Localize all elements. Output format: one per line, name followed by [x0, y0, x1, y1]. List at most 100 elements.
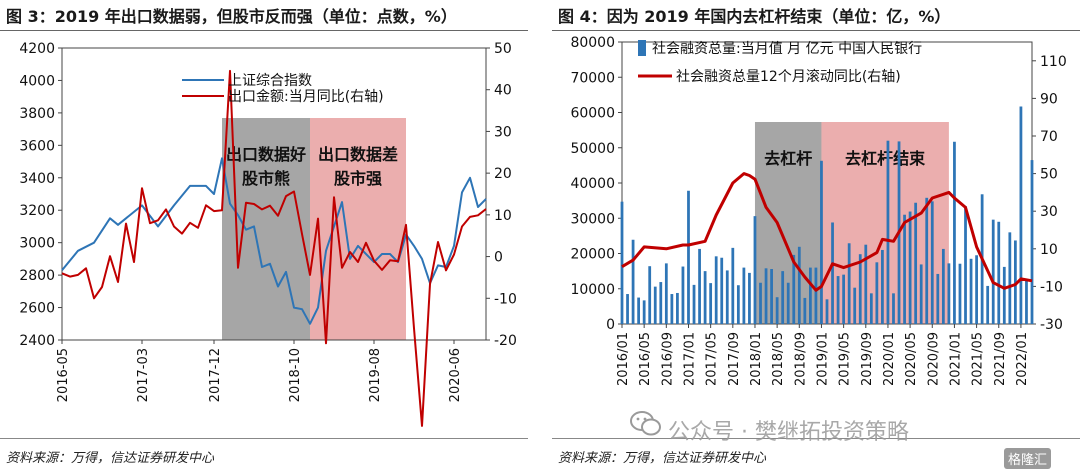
right-bar — [803, 297, 807, 324]
right-source-rule — [552, 438, 1080, 439]
right-bar — [736, 285, 740, 324]
right-x-tick-label: 2021/09 — [993, 332, 1008, 386]
right-bar — [820, 160, 823, 324]
right-bar — [875, 262, 879, 324]
left-y-left-tick-label: 3800 — [19, 106, 55, 122]
right-x-tick-label: 2019/09 — [860, 332, 875, 386]
right-shaded-label-2-1: 去杠杆结束 — [845, 149, 926, 168]
left-legend-label-1: 上证综合指数 — [228, 73, 312, 89]
right-bar — [676, 292, 679, 324]
right-bar — [620, 201, 624, 324]
right-bar — [941, 248, 945, 324]
right-bar — [687, 190, 690, 324]
right-bar — [892, 293, 895, 324]
left-legend-label-2: 出口金额:当月同比(右轴) — [228, 89, 384, 105]
left-figure-title: 图 3：2019 年出口数据弱，但股市反而强（单位：点数，%） — [6, 7, 457, 26]
right-bar — [914, 202, 918, 324]
right-bar — [853, 287, 857, 324]
right-x-tick-label: 2016/01 — [616, 332, 631, 386]
right-bar — [698, 248, 701, 324]
left-y-left-tick-label: 3200 — [19, 203, 55, 219]
right-bar — [797, 246, 801, 324]
right-x-tick-label: 2019/01 — [815, 332, 830, 386]
right-bar — [709, 283, 713, 324]
right-bar — [925, 197, 929, 324]
right-x-tick-label: 2020/01 — [882, 332, 897, 386]
right-x-tick-label: 2022/01 — [1015, 332, 1030, 386]
right-bar — [748, 272, 751, 324]
right-y-right-tick-label: 110 — [1040, 54, 1067, 70]
right-bar — [986, 285, 990, 324]
right-bar — [753, 216, 757, 324]
left-plot-frame — [61, 47, 487, 341]
right-x-tick-label: 2017/05 — [705, 332, 720, 386]
right-bar — [864, 244, 868, 324]
right-x-tick-label: 2018/05 — [771, 332, 786, 386]
right-bar — [775, 297, 779, 324]
left-figure-panel: 图 3：2019 年出口数据弱，但股市反而强（单位：点数，%） 出口数据好 股市熊… — [0, 0, 528, 474]
right-x-tick-label: 2018/09 — [793, 332, 808, 386]
left-x-tick-label: 2020-06 — [448, 348, 463, 402]
right-bar — [703, 271, 707, 324]
left-y-left-tick-label: 3600 — [19, 138, 55, 154]
right-legend-label-2: 社会融资总量12个月滚动同比(右轴) — [676, 68, 901, 85]
right-y-left-tick-label: 50000 — [570, 141, 615, 157]
left-shaded-label-2-1: 出口数据差 — [318, 145, 398, 164]
right-y-right-tick-label: 10 — [1040, 242, 1058, 258]
right-y-right-tick-label: -10 — [1040, 279, 1063, 295]
right-bar — [670, 294, 674, 324]
right-bar — [1008, 232, 1012, 324]
right-series-line-2 — [621, 172, 1033, 292]
right-bar — [742, 267, 746, 324]
right-legend-swatch-1 — [638, 40, 646, 56]
right-y-right-tick-label: 30 — [1040, 204, 1058, 220]
right-y-right-tick-label: 50 — [1040, 167, 1058, 183]
right-bar — [653, 286, 657, 324]
right-bar — [947, 263, 951, 324]
right-bar — [903, 214, 906, 324]
left-y-right-tick-label: -10 — [494, 291, 517, 307]
right-chart: 去杠杆 去杠杆结束 0 10000 20000 30000 40000 50000 60000 7… — [570, 35, 1067, 386]
left-x-tick-label: 2017-03 — [136, 348, 151, 402]
left-y-right-tick-label: 0 — [494, 250, 503, 266]
left-y-right-tick-label: 40 — [494, 83, 512, 99]
right-x-tick-label: 2017/09 — [727, 332, 742, 386]
right-y-right-tick-label: 70 — [1040, 129, 1058, 145]
right-x-tick-label: 2018/01 — [749, 332, 764, 386]
right-bar — [869, 293, 873, 324]
left-x-tick-label: 2016-05 — [56, 348, 71, 402]
right-y-left-tick-label: 60000 — [570, 106, 615, 122]
right-bar — [720, 257, 724, 324]
right-y-left-tick-label: 40000 — [570, 176, 615, 192]
right-x-tick-label: 2016/09 — [660, 332, 675, 386]
right-bar — [1013, 240, 1017, 324]
right-bar — [969, 258, 973, 324]
right-bar — [858, 254, 862, 324]
left-y-right-tick-label: -20 — [494, 333, 517, 349]
right-title-rule — [552, 30, 1080, 31]
right-bar — [930, 201, 934, 324]
left-y-right-tick-label: 10 — [494, 208, 512, 224]
right-y-left-tick-label: 80000 — [570, 35, 615, 51]
right-y-left-tick-label: 0 — [606, 317, 615, 333]
right-bar — [631, 239, 635, 324]
watermark-text: 公众号 · 樊继拓投资策略 — [668, 420, 909, 445]
right-bar — [731, 247, 735, 324]
right-bar — [975, 255, 978, 324]
right-y-right-tick-label: 90 — [1040, 91, 1058, 107]
right-bar — [1030, 160, 1034, 324]
right-y-left-tick-label: 10000 — [570, 282, 615, 298]
right-bar — [964, 206, 967, 324]
right-bar — [681, 266, 685, 324]
right-y-left-tick-label: 20000 — [570, 247, 615, 263]
left-y-left-tick-label: 2400 — [19, 333, 55, 349]
wechat-icon — [630, 411, 661, 436]
right-x-tick-label: 2020/09 — [926, 332, 941, 386]
left-y-left-tick-label: 2800 — [19, 268, 55, 284]
right-bar — [781, 271, 785, 324]
left-series-line-2 — [61, 69, 487, 427]
right-figure-panel: 图 4：因为 2019 年国内去杠杆结束（单位：亿，%） 去杠杆 去杠杆结束 0 10… — [552, 0, 1080, 474]
left-source-rule — [0, 438, 528, 439]
left-y-right-tick-label: 50 — [494, 41, 512, 57]
